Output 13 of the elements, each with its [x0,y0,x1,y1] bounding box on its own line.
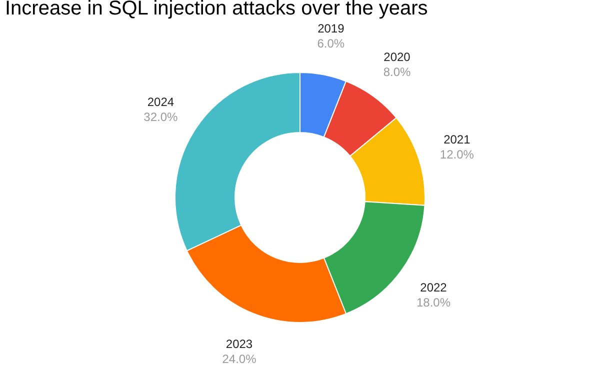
chart-title: Increase in SQL injection attacks over the years [5,0,428,20]
slice-label: 2021 [444,132,471,147]
data-label: 24.0% [222,352,257,366]
slice-label: 2024 [147,95,174,110]
data-label: 12.0% [440,148,474,162]
data-label: 32.0% [144,110,178,124]
slice-label: 2023 [226,336,253,351]
data-label: 18.0% [416,295,451,310]
slice-label: 2019 [318,21,345,36]
slice-label: 2020 [384,50,411,64]
data-label: 6.0% [317,36,345,50]
slice-label: 2022 [420,280,448,294]
data-label: 8.0% [383,65,411,80]
